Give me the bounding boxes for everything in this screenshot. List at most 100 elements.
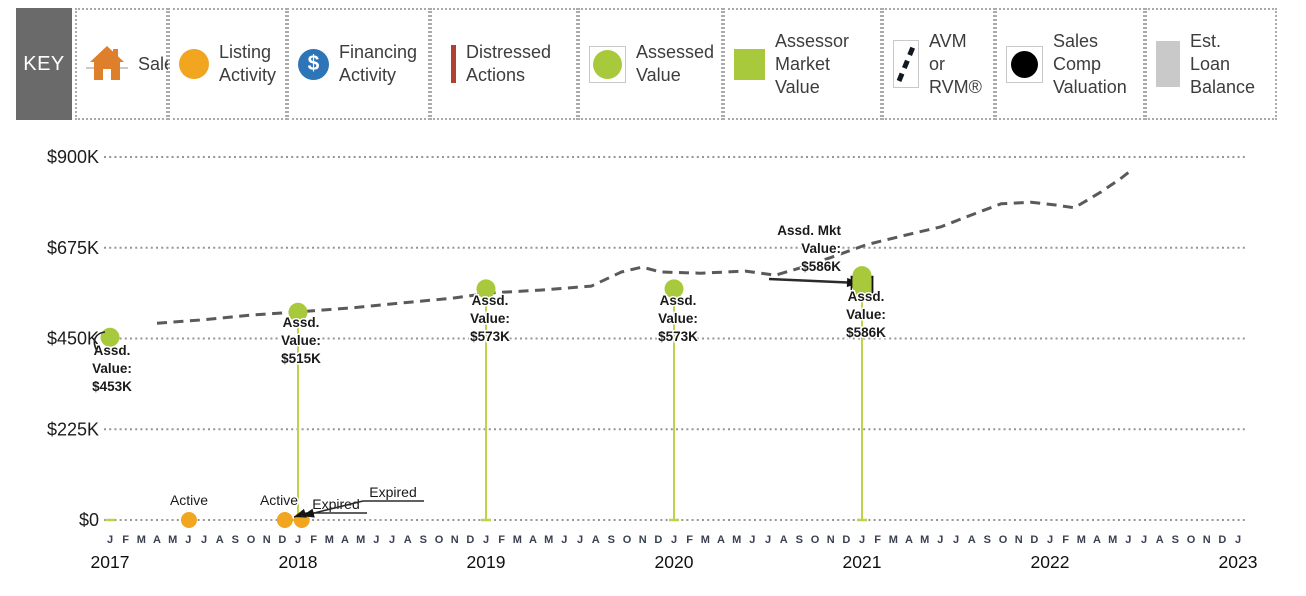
x-axis-month-label: S xyxy=(608,534,615,546)
assessed-value-label: $573K xyxy=(470,329,510,344)
assessed-value-marker[interactable] xyxy=(100,327,120,347)
x-axis-month-label: A xyxy=(529,534,537,546)
key-item-sale: Sale xyxy=(75,8,174,120)
x-axis-month-label: A xyxy=(905,534,913,546)
x-axis-month-label: M xyxy=(732,534,741,546)
y-axis-tick-label: $675K xyxy=(47,238,99,258)
assessed-value-marker[interactable] xyxy=(852,266,872,286)
key-item-label: Distressed Actions xyxy=(466,42,552,85)
x-axis-month-label: M xyxy=(701,534,710,546)
avm-rvm-dash-icon xyxy=(893,40,919,88)
house-icon xyxy=(86,44,128,84)
x-axis-month-label: F xyxy=(1062,534,1069,546)
est-loan-bar-icon xyxy=(1156,41,1180,87)
x-axis-month-label: D xyxy=(466,534,474,546)
listing-activity-marker-active[interactable] xyxy=(180,512,197,528)
y-axis-tick-label: $0 xyxy=(79,510,99,530)
key-item-avm-rvm: AVM or RVM® xyxy=(882,8,995,120)
x-axis-month-label: M xyxy=(1108,534,1117,546)
x-axis-month-label: A xyxy=(216,534,224,546)
x-axis-month-label: A xyxy=(717,534,725,546)
assessor-market-value-label: Value: xyxy=(801,241,841,256)
x-axis-month-label: O xyxy=(999,534,1008,546)
assessor-market-square-icon xyxy=(734,48,765,80)
assessor-market-value-label: $586K xyxy=(801,259,841,274)
y-axis-tick-label: $900K xyxy=(47,147,99,167)
x-axis-month-label: N xyxy=(639,534,647,546)
assessor-market-value-label: Assd. Mkt xyxy=(777,223,841,238)
callout-arrow-line xyxy=(768,277,860,285)
x-axis-month-label: O xyxy=(811,534,820,546)
assessed-value-dot-icon xyxy=(589,45,626,83)
x-axis-year-label: 2020 xyxy=(655,552,694,572)
assessed-value-label: Value: xyxy=(658,311,698,326)
x-axis-month-label: N xyxy=(1203,534,1211,546)
key-item-financing-activity: $ Financing Activity xyxy=(287,8,430,120)
x-axis-month-label: D xyxy=(1030,534,1038,546)
x-axis-month-label: J xyxy=(1047,534,1053,546)
key-item-label: Assessed Value xyxy=(636,42,715,85)
x-axis-month-label: N xyxy=(1015,534,1023,546)
financing-dollar-icon: $ xyxy=(298,48,329,80)
x-axis-month-label: F xyxy=(874,534,881,546)
x-axis-month-label: J xyxy=(561,534,567,546)
x-axis-month-label: J xyxy=(937,534,943,546)
x-axis-month-label: A xyxy=(341,534,349,546)
key-item-label: Sale xyxy=(138,53,175,74)
x-axis-month-label: A xyxy=(780,534,788,546)
key-item-label: Listing Activity xyxy=(219,42,277,85)
key-item-sales-comp-valuation: Sales Comp Valuation xyxy=(995,8,1145,120)
x-axis-year-label: 2018 xyxy=(279,552,318,572)
x-axis-month-label: S xyxy=(232,534,239,546)
assessed-value-label: Assd. xyxy=(472,293,509,308)
x-axis-month-label: F xyxy=(498,534,505,546)
listing-event-label-active: Active xyxy=(260,492,298,508)
x-axis-month-label: M xyxy=(168,534,177,546)
sales-comp-dot-icon xyxy=(1006,45,1043,83)
x-axis-month-label: O xyxy=(435,534,444,546)
listing-event-label-expired: Expired xyxy=(312,496,359,512)
key-item-label: Financing Activity xyxy=(339,42,418,85)
x-axis-month-label: S xyxy=(984,534,991,546)
est-loan-bar-icon xyxy=(1156,41,1180,87)
listing-activity-dot-icon xyxy=(179,49,209,79)
x-axis-month-label: J xyxy=(859,534,865,546)
x-axis-month-label: A xyxy=(153,534,161,546)
avm-rvm-line[interactable] xyxy=(156,167,1134,325)
listing-event-label-active: Active xyxy=(170,492,208,508)
x-axis-month-label: O xyxy=(1187,534,1196,546)
x-axis-month-label: D xyxy=(842,534,850,546)
sales-comp-dot-icon xyxy=(1006,45,1043,83)
key-item-distressed-actions: Distressed Actions xyxy=(430,8,578,120)
x-axis-month-label: S xyxy=(1172,534,1179,546)
assessed-value-marker[interactable] xyxy=(476,279,496,299)
x-axis-year-label: 2023 xyxy=(1219,552,1258,572)
assessed-value-label: Assd. xyxy=(283,315,320,330)
x-axis-month-label: M xyxy=(920,534,929,546)
x-axis-month-label: J xyxy=(107,534,113,546)
x-axis-month-label: D xyxy=(1218,534,1226,546)
distressed-bar-icon xyxy=(451,45,456,83)
assessed-value-label: Value: xyxy=(470,311,510,326)
x-axis-month-label: A xyxy=(1093,534,1101,546)
house-icon xyxy=(86,46,128,80)
assessed-value-label: $586K xyxy=(846,325,886,340)
chart-key-legend: KEY Sale Listing Activity $ Financing Activit… xyxy=(0,0,1306,130)
financing-dollar-icon: $ xyxy=(298,48,329,80)
x-axis-month-label: M xyxy=(137,534,146,546)
x-axis-month-label: J xyxy=(185,534,191,546)
listing-activity-marker-active[interactable] xyxy=(276,512,293,528)
assessed-value-label: Assd. xyxy=(660,293,697,308)
x-axis-month-label: S xyxy=(796,534,803,546)
x-axis-month-label: N xyxy=(827,534,835,546)
assessed-value-label: $453K xyxy=(92,379,132,394)
assessed-value-marker[interactable] xyxy=(288,302,308,322)
x-axis-month-label: S xyxy=(420,534,427,546)
x-axis-month-label: A xyxy=(592,534,600,546)
x-axis-month-label: F xyxy=(122,534,129,546)
x-axis-month-label: F xyxy=(686,534,693,546)
assessed-value-marker[interactable] xyxy=(664,279,684,299)
key-item-assessor-market-value: Assessor Market Value xyxy=(723,8,882,120)
x-axis-month-label: J xyxy=(483,534,489,546)
